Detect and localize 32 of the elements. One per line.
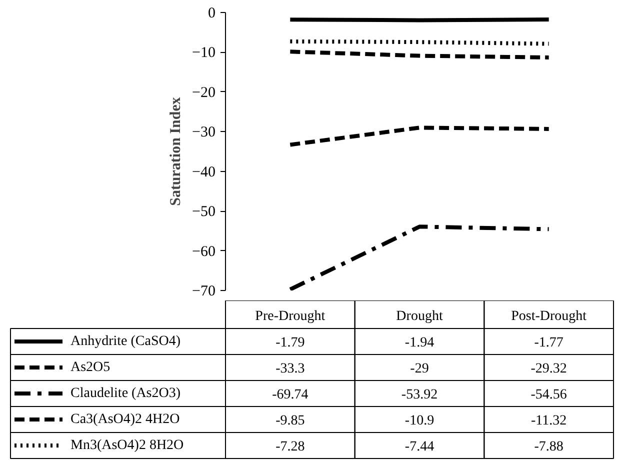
data-label: -10.9	[404, 414, 434, 428]
y-tick-label: −20	[192, 84, 216, 101]
data-label: -29	[410, 362, 429, 376]
data-label: -1.79	[276, 336, 305, 350]
data-label: -33.3	[276, 362, 305, 376]
data-label: -53.92	[401, 388, 438, 402]
y-tick-label: −60	[192, 244, 216, 260]
legend-label: Claudelite (As2O3)	[70, 386, 181, 401]
data-label: -7.44	[404, 440, 434, 454]
x-tick-label: Drought	[396, 309, 443, 324]
data-label: -29.32	[530, 362, 567, 376]
y-axis-title: Saturation Index	[168, 96, 184, 206]
legend-label: Mn3(AsO4)2 8H2O	[70, 438, 184, 453]
y-tick-label: −70	[192, 284, 216, 300]
data-label: -7.88	[534, 440, 564, 454]
data-label: -11.32	[531, 414, 567, 428]
data-label: -69.74	[272, 388, 308, 402]
x-tick-label: Pre-Drought	[255, 309, 326, 324]
legend-label: Anhydrite (CaSO4)	[70, 334, 181, 349]
data-label: -7.28	[276, 440, 305, 454]
x-tick-label: Post-Drought	[511, 309, 587, 324]
legend-label: As2O5	[70, 360, 110, 375]
data-label: -9.85	[276, 414, 305, 428]
y-tick-label: −40	[192, 164, 216, 180]
y-tick-label: −10	[192, 45, 216, 62]
legend-label: Ca3(AsO4)2 4H2O	[70, 412, 180, 427]
y-tick-label: −50	[192, 204, 216, 220]
data-label: -1.77	[534, 336, 564, 350]
y-tick-label: 0	[208, 6, 216, 22]
data-label: -1.94	[404, 336, 434, 350]
data-label: -54.56	[530, 388, 567, 402]
y-tick-label: −30	[192, 124, 216, 141]
